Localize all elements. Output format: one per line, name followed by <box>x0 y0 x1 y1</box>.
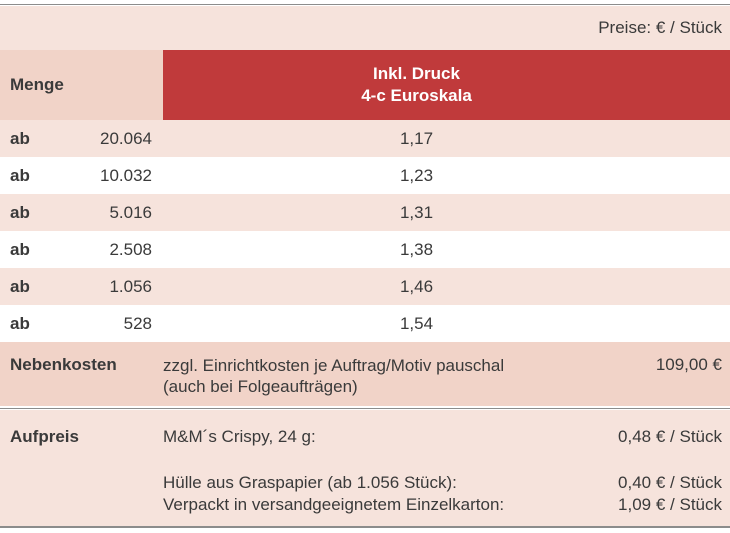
table-header: Menge Inkl. Druck 4-c Euroskala <box>0 50 730 120</box>
druck-header-line2: 4-c Euroskala <box>361 86 472 105</box>
row-prefix: ab <box>10 166 30 185</box>
aufpreis-item-value: 0,40 € / Stück <box>618 473 722 492</box>
price-table-body: ab 20.064 1,17 ab 10.032 1,23 ab 5.016 1… <box>0 120 730 342</box>
nebenkosten-description: zzgl. Einrichtkosten je Auftrag/Motiv pa… <box>163 355 504 397</box>
row-price: 1,17 <box>399 129 434 148</box>
menge-header: Menge <box>0 50 163 120</box>
row-quantity: 20.064 <box>100 129 152 148</box>
table-row: ab 1.056 1,46 <box>0 268 730 305</box>
row-prefix: ab <box>10 129 30 148</box>
aufpreis-item-text: M&M´s Crispy, 24 g: <box>163 427 316 446</box>
aufpreis-item-value: 1,09 € / Stück <box>618 495 722 514</box>
table-row: ab 2.508 1,38 <box>0 231 730 268</box>
row-prefix: ab <box>10 314 30 333</box>
row-quantity: 1.056 <box>109 277 152 296</box>
top-rule <box>0 4 730 5</box>
nebenkosten-section: Nebenkosten zzgl. Einrichtkosten je Auft… <box>0 342 730 406</box>
table-row: ab 20.064 1,17 <box>0 120 730 157</box>
section-divider <box>0 408 730 409</box>
row-quantity: 2.508 <box>109 240 152 259</box>
nebenkosten-label: Nebenkosten <box>10 355 117 374</box>
row-price: 1,23 <box>399 166 434 185</box>
table-row: ab 5.016 1,31 <box>0 194 730 231</box>
nebenkosten-line2: (auch bei Folgeaufträgen) <box>163 377 358 396</box>
row-price: 1,31 <box>399 203 434 222</box>
aufpreis-label: Aufpreis <box>10 427 79 446</box>
row-quantity: 528 <box>123 314 152 333</box>
table-row: ab 10.032 1,23 <box>0 157 730 194</box>
price-unit-note: Preise: € / Stück <box>0 6 730 50</box>
nebenkosten-line1: zzgl. Einrichtkosten je Auftrag/Motiv pa… <box>163 356 505 375</box>
aufpreis-section: Aufpreis M&M´s Crispy, 24 g: 0,48 € / St… <box>0 410 730 526</box>
aufpreis-item-value: 0,48 € / Stück <box>618 427 722 446</box>
row-price: 1,46 <box>399 277 434 296</box>
table-row: ab 528 1,54 <box>0 305 730 342</box>
row-quantity: 10.032 <box>100 166 152 185</box>
aufpreis-item-text: Verpackt in versandgeeignetem Einzelkart… <box>163 495 505 514</box>
aufpreis-item-text: Hülle aus Graspapier (ab 1.056 Stück): <box>163 473 457 492</box>
druck-header-line1: Inkl. Druck <box>373 64 460 83</box>
druck-header: Inkl. Druck 4-c Euroskala <box>163 50 730 120</box>
row-quantity: 5.016 <box>109 203 152 222</box>
row-price: 1,54 <box>399 314 434 333</box>
nebenkosten-amount: 109,00 € <box>655 355 722 374</box>
bottom-rule <box>0 526 730 528</box>
row-prefix: ab <box>10 277 30 296</box>
row-prefix: ab <box>10 240 30 259</box>
row-prefix: ab <box>10 203 30 222</box>
row-price: 1,38 <box>399 240 434 259</box>
